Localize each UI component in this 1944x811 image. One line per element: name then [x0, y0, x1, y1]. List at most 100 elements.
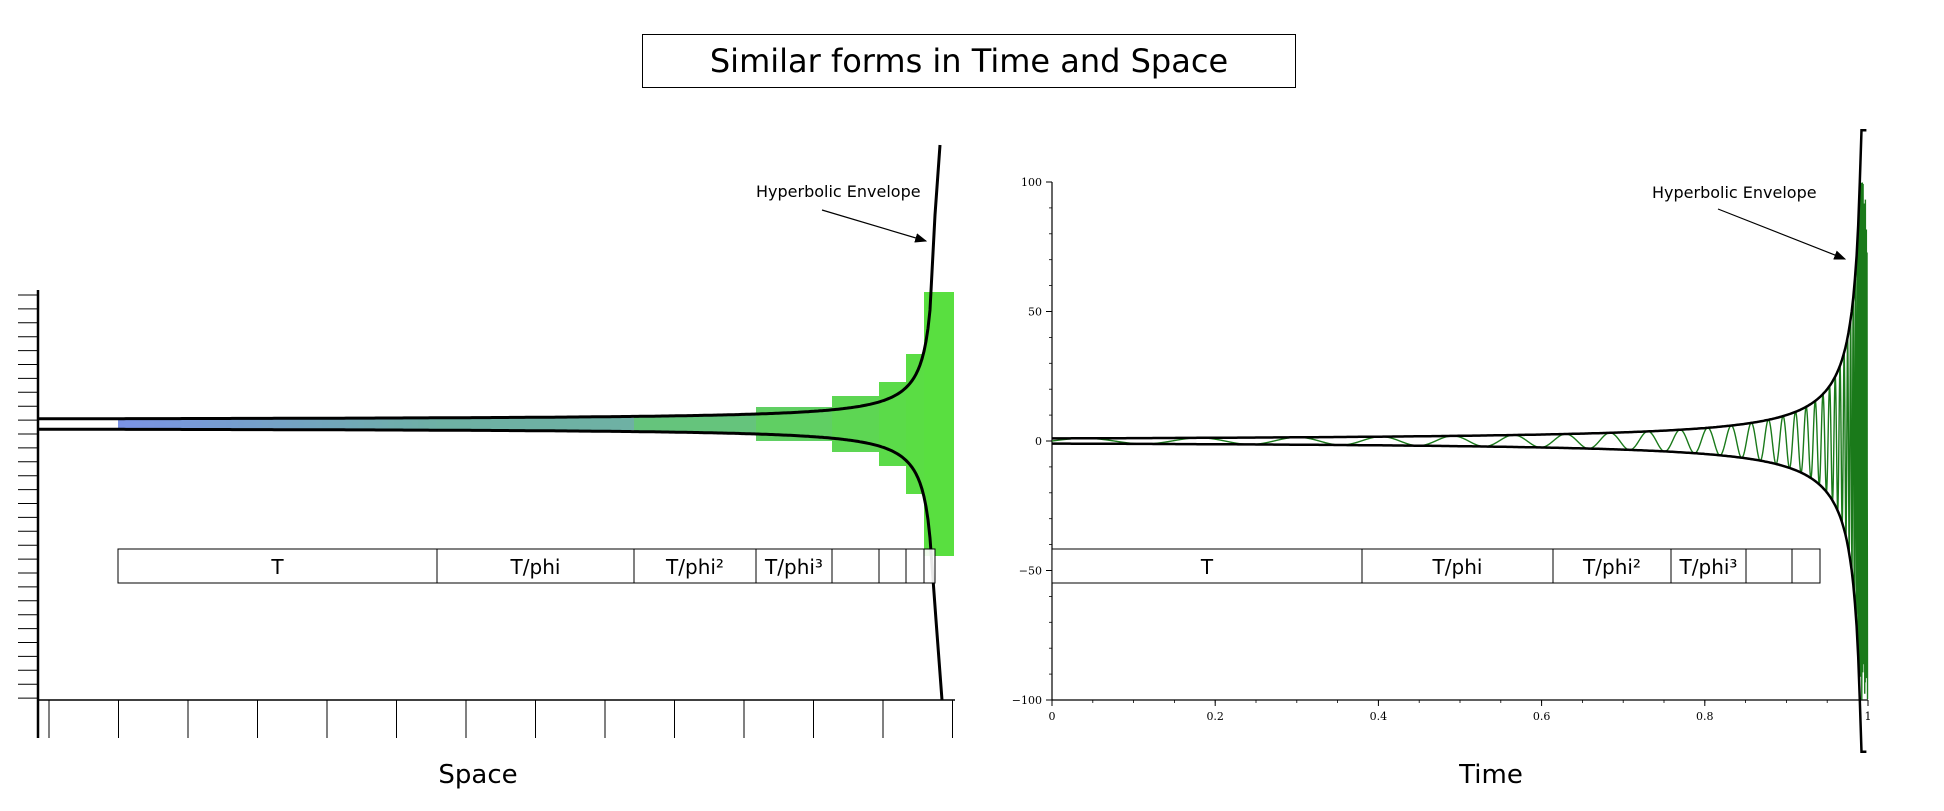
- space-form-slice: [160, 419, 167, 429]
- space-form-slice: [334, 417, 341, 431]
- space-form-slice: [142, 419, 149, 429]
- time-period-label: T/phi: [1432, 555, 1483, 579]
- space-form-slice: [232, 418, 239, 430]
- space-period-label: T/phi²: [665, 555, 724, 579]
- space-form-slice: [172, 419, 179, 429]
- time-period-segment: [1552, 548, 1672, 584]
- space-period-segment: [878, 548, 907, 584]
- time-x-tick-label: 0.6: [1533, 710, 1551, 723]
- space-upper-envelope: [38, 144, 942, 421]
- space-form-slice: [298, 418, 305, 430]
- time-x-tick-label: 0: [1049, 710, 1056, 723]
- space-form-slice: [124, 419, 131, 429]
- space-axes: [18, 290, 955, 738]
- space-period-segment: [436, 548, 635, 584]
- space-form-slice: [202, 419, 209, 429]
- space-form-block: [906, 354, 924, 494]
- time-y-tick-label: −100: [1012, 694, 1042, 707]
- space-form-block: [437, 418, 634, 430]
- space-period-segment: [905, 548, 925, 584]
- space-form-slice: [430, 416, 437, 432]
- space-form-slice: [184, 419, 191, 429]
- space-form-slice: [370, 417, 377, 431]
- time-period-label: T: [1200, 555, 1214, 579]
- space-form-slice: [340, 417, 347, 431]
- space-period-bar: T T/phi T/phi² T/phi³: [117, 548, 936, 584]
- space-form-slice: [406, 417, 413, 431]
- space-form-slice: [292, 418, 299, 430]
- space-form-block: [634, 415, 756, 433]
- space-form-slice: [376, 417, 383, 431]
- space-form-slice: [154, 419, 161, 429]
- space-form-slice: [220, 418, 227, 430]
- space-form-slice: [178, 419, 185, 429]
- time-period-segment: [1361, 548, 1554, 584]
- space-form-slice: [214, 419, 221, 429]
- space-form-slice: [238, 418, 245, 430]
- time-oscillation-line: [1051, 182, 1869, 700]
- time-x-tick-label: 0.8: [1696, 710, 1714, 723]
- space-form-slice: [148, 419, 155, 429]
- space-form-slice: [136, 419, 143, 429]
- space-period-segment: [117, 548, 438, 584]
- space-period-label: T: [270, 555, 284, 579]
- space-form-slice: [286, 418, 293, 430]
- time-axes: 100 50 0 −50 −100 0 0.2 0.4 0.6 0.8 1: [1012, 176, 1872, 723]
- time-lower-envelope: [1052, 442, 1867, 754]
- space-form-slice: [322, 417, 329, 431]
- time-period-label: T/phi³: [1679, 555, 1738, 579]
- space-form-slice: [412, 417, 419, 431]
- space-form-slice: [316, 418, 323, 430]
- time-x-tick-label: 1: [1865, 710, 1872, 723]
- space-form-slice: [304, 418, 311, 430]
- time-period-segment: [1745, 548, 1793, 584]
- space-form-slice: [226, 418, 233, 430]
- space-panel: T T/phi T/phi² T/phi³ Hyperbolic Envelope: [18, 144, 955, 738]
- space-form-slice: [280, 418, 287, 430]
- space-blocks: [118, 292, 954, 556]
- space-form-slice: [352, 417, 359, 431]
- space-form-slice: [130, 419, 137, 429]
- time-upper-envelope: [1052, 128, 1867, 440]
- time-period-bar: T T/phi T/phi² T/phi³: [1051, 548, 1821, 584]
- time-y-tick-label: 0: [1035, 435, 1042, 448]
- space-form-slice: [400, 417, 407, 431]
- time-y-tick-label: −50: [1019, 565, 1042, 578]
- time-annotation-arrow: [1717, 208, 1847, 260]
- space-period-segment: [633, 548, 757, 584]
- time-period-segment: [1670, 548, 1747, 584]
- time-y-tick-label: 100: [1021, 176, 1042, 189]
- space-form-slice: [262, 418, 269, 430]
- space-form-slice: [268, 418, 275, 430]
- time-x-tick-label: 0.4: [1370, 710, 1388, 723]
- space-form-slice: [418, 417, 425, 431]
- time-y-tick-label: 50: [1028, 306, 1042, 319]
- space-form-slice: [328, 417, 335, 431]
- space-form-slice: [250, 418, 257, 430]
- space-form-block: [879, 382, 906, 466]
- space-form-slice: [118, 420, 125, 428]
- space-form-slice: [364, 417, 371, 431]
- time-period-segment: [1791, 548, 1821, 584]
- time-period-label: T/phi²: [1582, 555, 1641, 579]
- space-period-segment: [923, 548, 936, 584]
- time-axis-label: Time: [1459, 760, 1523, 790]
- space-form-block: [924, 292, 954, 556]
- space-form-slice: [382, 417, 389, 431]
- space-form-slice: [424, 416, 431, 432]
- space-annotation-arrow: [821, 209, 928, 243]
- space-form-slice: [256, 418, 263, 430]
- space-form-slice: [274, 418, 281, 430]
- space-period-segment: [831, 548, 880, 584]
- space-period-label: T/phi: [510, 555, 561, 579]
- space-form-slice: [166, 419, 173, 429]
- time-panel: 100 50 0 −50 −100 0 0.2 0.4 0.6 0.8 1 T T/phi T/phi²…: [1012, 128, 1872, 754]
- space-period-label: T/phi³: [764, 555, 823, 579]
- space-form-slice: [244, 418, 251, 430]
- space-period-segment: [755, 548, 833, 584]
- space-form-slice: [196, 419, 203, 429]
- space-form-slice: [190, 419, 197, 429]
- space-form-slice: [394, 417, 401, 431]
- time-x-tick-label: 0.2: [1206, 710, 1224, 723]
- space-form-slice: [208, 419, 215, 429]
